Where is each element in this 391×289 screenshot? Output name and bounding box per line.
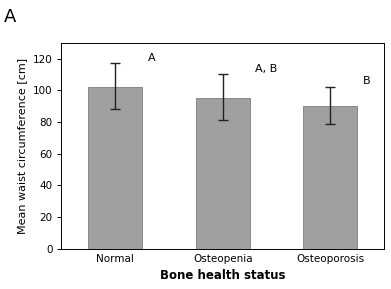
X-axis label: Bone health status: Bone health status xyxy=(160,269,285,282)
Bar xyxy=(88,87,142,249)
Text: B: B xyxy=(362,76,370,86)
Bar xyxy=(196,98,249,249)
Y-axis label: Mean waist circumference [cm]: Mean waist circumference [cm] xyxy=(17,58,27,234)
Text: A: A xyxy=(147,53,155,62)
Text: A, B: A, B xyxy=(255,64,277,74)
Bar xyxy=(303,106,357,249)
Text: A: A xyxy=(4,8,16,26)
